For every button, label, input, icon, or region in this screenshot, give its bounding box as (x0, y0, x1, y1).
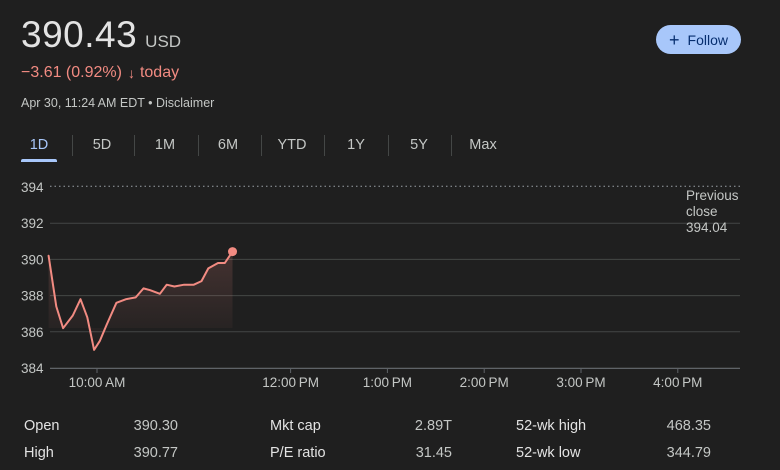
stat-pe-label: P/E ratio (270, 445, 326, 461)
x-tick-label: 2:00 PM (460, 375, 509, 390)
stat-52wk-low-value: 344.79 (666, 445, 711, 461)
previous-close-label: Previous (686, 188, 739, 203)
y-tick-label: 390 (21, 252, 44, 267)
stat-mktcap-label: Mkt cap (270, 418, 321, 434)
meta-separator: • (144, 96, 156, 110)
change-value: −3.61 (0.92%) (21, 64, 122, 81)
stat-52wk-low-label: 52-wk low (516, 445, 581, 461)
tab-divider (134, 135, 135, 156)
quote-meta: Apr 30, 11:24 AM EDT • Disclaimer (21, 96, 214, 110)
stat-pe-value: 31.45 (415, 445, 452, 461)
tab-1d[interactable]: 1D (21, 130, 57, 162)
tab-divider (324, 135, 325, 156)
plus-icon: + (669, 29, 680, 50)
stat-52wk-high-label: 52-wk high (516, 418, 587, 434)
tab-divider (72, 135, 73, 156)
current-price-dot (228, 247, 238, 257)
follow-button[interactable]: + Follow (656, 25, 741, 54)
follow-label: Follow (687, 31, 728, 48)
y-tick-label: 394 (21, 180, 44, 195)
y-tick-label: 386 (21, 325, 44, 340)
previous-close-label: close (686, 204, 718, 219)
x-tick-label: 1:00 PM (363, 375, 412, 390)
price-line (47, 250, 234, 351)
price-change: −3.61 (0.92%) ↓ today (21, 64, 179, 82)
stat-52wk-high-value: 468.35 (666, 418, 711, 434)
x-tick-label: 4:00 PM (653, 375, 702, 390)
range-tabs: 1D 5D 1M 6M YTD 1Y 5Y Max (0, 130, 780, 162)
tab-5y[interactable]: 5Y (410, 137, 428, 153)
tab-divider (388, 135, 389, 156)
tab-max[interactable]: Max (469, 137, 497, 153)
x-tick-label: 12:00 PM (262, 375, 319, 390)
tab-6m[interactable]: 6M (217, 137, 239, 153)
tab-1m[interactable]: 1M (154, 137, 176, 153)
tab-divider (261, 135, 262, 156)
y-tick-label: 384 (21, 361, 44, 376)
arrow-down-icon: ↓ (127, 65, 135, 81)
disclaimer-link[interactable]: Disclaimer (155, 96, 215, 110)
stat-high-value: 390.77 (133, 445, 178, 461)
x-tick-label: 3:00 PM (556, 375, 605, 390)
y-tick-label: 392 (21, 216, 44, 231)
price-area (48, 251, 233, 350)
stat-mktcap-value: 2.89T (414, 418, 452, 434)
tab-divider (451, 135, 452, 156)
quote-timestamp: Apr 30, 11:24 AM EDT (21, 96, 145, 110)
change-period: today (139, 64, 180, 81)
tab-1y[interactable]: 1Y (347, 137, 365, 153)
price-header: 390.43 USD (21, 14, 181, 56)
tab-divider (198, 135, 199, 156)
stat-high-label: High (24, 445, 54, 461)
stat-open-value: 390.30 (133, 418, 178, 434)
x-tick-label: 10:00 AM (69, 375, 126, 390)
currency-label: USD (145, 32, 182, 51)
y-tick-label: 388 (21, 289, 44, 304)
stat-open-label: Open (24, 418, 60, 434)
previous-close-label: 394.04 (686, 220, 728, 235)
tab-ytd[interactable]: YTD (277, 137, 307, 153)
current-price: 390.43 (21, 14, 138, 55)
tab-5d[interactable]: 5D (92, 137, 112, 153)
